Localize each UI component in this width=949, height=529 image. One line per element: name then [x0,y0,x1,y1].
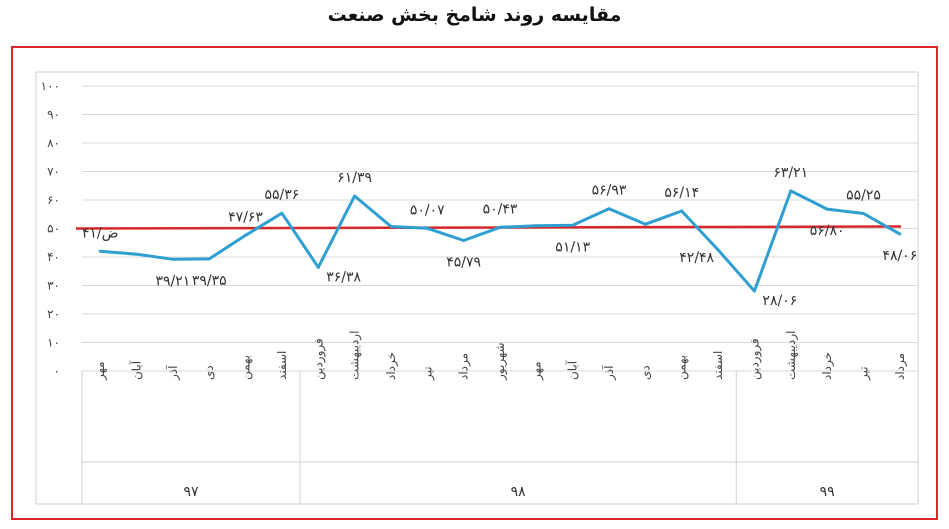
data-point [861,212,865,216]
y-tick-label: ۳۰ [47,279,60,293]
data-label: ۳۹/۲۱ [155,273,190,289]
y-tick-label: ۱۰۰ [41,79,60,93]
y-tick-label: ۸۰ [47,136,60,150]
data-label: ۵۱/۱۳ [555,239,590,255]
chart-frame [11,46,938,520]
data-point [389,225,393,229]
x-tick-label: تیر [420,366,435,381]
data-point [680,209,684,213]
x-tick-label: اردیبهشت [348,331,363,380]
y-tick-label: ۱۰ [47,336,60,350]
year-label: ۹۷ [184,484,200,500]
x-tick-label: خرداد [820,352,835,380]
data-label: ۴۱/ض [82,225,119,241]
data-label: ۶۱/۳۹ [337,170,372,186]
data-label: ۶۳/۲۱ [773,165,808,181]
data-point [353,194,357,198]
data-point [825,207,829,211]
y-tick-label: ۰ [54,364,60,378]
data-label: ۲۸/۰۶ [762,293,797,309]
x-tick-label: آبان [565,360,580,380]
y-tick-label: ۴۰ [47,250,60,264]
data-point [316,265,320,269]
chart-area-border [35,71,919,505]
data-label: ۴۷/۶۳ [228,209,263,225]
data-point [462,238,466,242]
y-tick-label: ۷۰ [47,165,60,179]
data-label: ۵۶/۹۳ [592,183,627,199]
x-tick-label: خرداد [384,352,399,380]
x-tick-label: اسفند [275,351,289,380]
x-tick-label: فروردین [311,338,326,380]
data-point [207,257,211,261]
x-tick-label: بهمن [675,355,690,380]
data-point [98,249,102,253]
x-tick-label: آذر [601,365,617,381]
year-label: ۹۹ [820,484,835,500]
data-point [898,232,902,236]
x-tick-label: مرداد [893,353,908,380]
x-tick-label: تیر [856,366,871,381]
data-label: ۴۲/۴۸ [679,250,714,266]
x-tick-label: آبان [129,360,144,380]
data-point [752,289,756,293]
x-tick-label: آذر [165,365,181,381]
data-label: ۵۶/۸۰ [810,223,845,239]
y-tick-label: ۵۰ [47,222,60,236]
data-point [244,233,248,237]
reference-line-50 [75,225,902,230]
data-point [643,222,647,226]
data-point [789,189,793,193]
data-point [716,248,720,252]
data-point [498,225,502,229]
data-label: ۳۹/۳۵ [192,273,227,289]
x-tick-label: دی [638,365,652,380]
x-tick-label: فروردین [747,338,762,380]
data-label: ۳۶/۳۸ [326,269,361,285]
data-label: ۴۸/۰۶ [882,248,917,264]
y-tick-label: ۲۰ [47,307,60,321]
data-label: ۵۰/۴۳ [483,201,518,217]
x-tick-label: شهریور [493,342,508,381]
chart-title: مقایسه روند شامخ بخش صنعت [327,4,622,26]
data-label: ۵۵/۲۵ [846,188,881,204]
data-point [425,226,429,230]
x-tick-label: مرداد [457,353,472,380]
data-point [571,223,575,227]
x-tick-label: اسفند [711,351,725,380]
y-tick-label: ۹۰ [47,108,60,122]
data-point [135,252,139,256]
data-label: ۵۵/۳۶ [265,187,300,203]
data-label: ۵۶/۱۴ [664,185,699,201]
data-point [280,211,284,215]
data-point [171,257,175,261]
y-tick-label: ۶۰ [47,193,60,207]
data-label: ۴۵/۷۹ [446,254,481,270]
year-label: ۹۸ [511,484,527,500]
data-label: ۵۰/۰۷ [410,202,445,218]
data-point [607,207,611,211]
x-tick-label: مهر [93,361,108,381]
x-tick-label: دی [202,365,216,380]
data-point [534,224,538,228]
x-tick-label: بهمن [239,355,254,380]
x-tick-label: مهر [529,361,544,381]
x-tick-label: اردیبهشت [784,331,799,380]
